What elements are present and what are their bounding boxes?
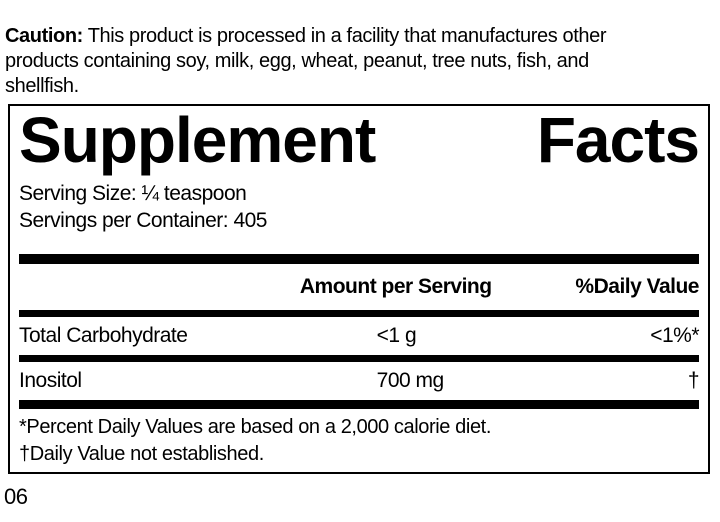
nutrient-daily-value: † [687,369,700,392]
amount-per-serving-header: Amount per Serving [299,275,492,298]
nutrient-name: Total Carbohydrate [19,324,188,347]
table-header-row: Amount per Serving %Daily Value [19,264,700,310]
caution-text: This product is processed in a facility … [5,25,607,97]
serving-size: Serving Size: ¼ teaspoon [19,182,247,205]
footnote-percent-daily-value: *Percent Daily Values are based on a 2,0… [19,416,491,438]
divider-bar [19,355,699,362]
panel-title: Supplement Facts [19,104,700,176]
divider-bar [19,310,699,317]
divider-bar-bottom [19,400,699,409]
nutrient-amount: <1 g [376,324,417,347]
page-number: 06 [4,484,28,509]
caution-label: Caution: [5,25,83,47]
caution-paragraph: Caution: This product is processed in a … [5,24,713,99]
supplement-facts-panel: Supplement Facts Serving Size: ¼ teaspoo… [8,104,710,474]
table-row: Inositol 700 mg † [19,362,700,400]
table-row: Total Carbohydrate <1 g <1%* [19,317,699,355]
nutrient-daily-value: <1%* [650,324,699,347]
nutrient-name: Inositol [19,369,82,392]
nutrient-amount: 700 mg [376,369,445,392]
divider-bar-top [19,254,699,264]
daily-value-header: %Daily Value [575,275,699,298]
servings-per-container: Servings per Container: 405 [19,209,268,232]
footnote-daily-value-not-established: †Daily Value not established. [19,443,264,465]
